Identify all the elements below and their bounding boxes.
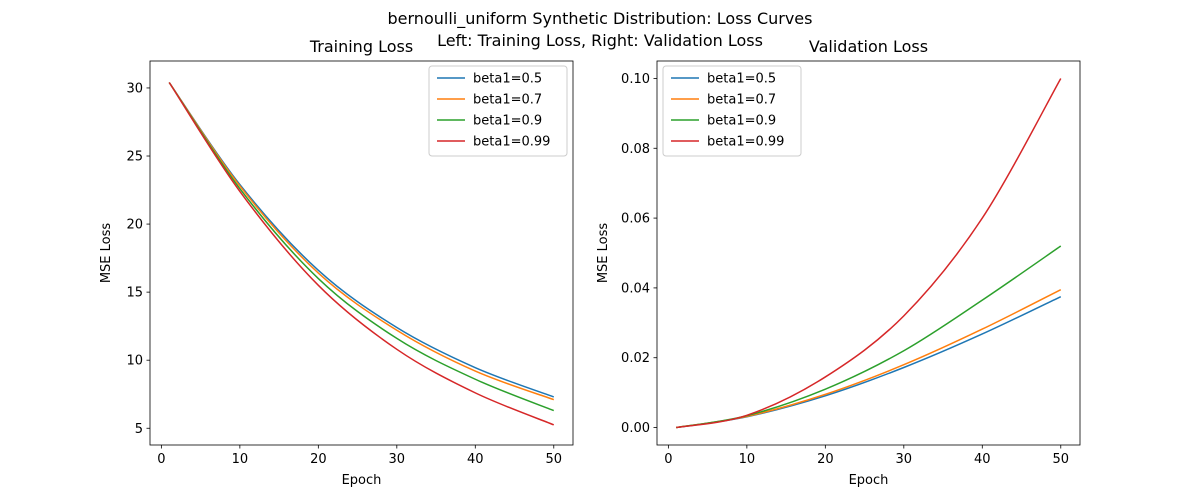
training-legend: beta1=0.5 beta1=0.7 beta1=0.9 beta1=0.99 bbox=[428, 65, 568, 157]
training-xtick-label: 50 bbox=[545, 452, 562, 467]
training-yaxis-label: MSE Loss bbox=[99, 223, 114, 284]
validation-ytick-label: 0.10 bbox=[621, 72, 650, 87]
figure-title: bernoulli_uniform Synthetic Distribution… bbox=[388, 9, 813, 29]
validation-axes-frame bbox=[656, 60, 1081, 446]
training-ytick-label: 25 bbox=[126, 150, 143, 165]
training-ytick-label: 10 bbox=[126, 354, 143, 369]
validation-xtick-label: 10 bbox=[739, 452, 756, 467]
training-xtick-label: 10 bbox=[232, 452, 249, 467]
validation-series-beta1-0-7 bbox=[676, 288, 1062, 429]
training-legend-label-beta1-0-7: beta1=0.7 bbox=[473, 93, 542, 108]
training-ytick-label: 30 bbox=[126, 81, 143, 96]
training-legend-label-beta1-0-5: beta1=0.5 bbox=[473, 72, 542, 87]
training-axes-frame bbox=[149, 60, 574, 446]
validation-series-beta1-0-99 bbox=[676, 78, 1062, 429]
training-xtick-label: 40 bbox=[467, 452, 484, 467]
validation-ytick-label: 0.08 bbox=[621, 142, 650, 157]
training-xtick-label: 30 bbox=[389, 452, 406, 467]
validation-xtick-label: 20 bbox=[817, 452, 834, 467]
training-xtick-label: 0 bbox=[157, 452, 165, 467]
validation-legend-label-beta1-0-9: beta1=0.9 bbox=[707, 114, 776, 129]
training-ytick-label: 20 bbox=[126, 218, 143, 233]
figure-subtitle: Left: Training Loss, Right: Validation L… bbox=[437, 31, 763, 50]
validation-legend-label-beta1-0-7: beta1=0.7 bbox=[707, 93, 776, 108]
training-series-beta1-0-7 bbox=[168, 82, 555, 401]
training-legend-label-beta1-0-9: beta1=0.9 bbox=[473, 114, 542, 129]
training-legend-box bbox=[428, 65, 568, 157]
validation-xtick-label: 50 bbox=[1052, 452, 1069, 467]
validation-legend-box bbox=[662, 65, 802, 157]
validation-xtick-label: 0 bbox=[664, 452, 672, 467]
validation-legend-label-beta1-0-99: beta1=0.99 bbox=[707, 135, 784, 150]
training-chart-title: Training Loss bbox=[309, 37, 413, 56]
training-series-beta1-0-9 bbox=[168, 82, 555, 412]
validation-series-beta1-0-9 bbox=[676, 245, 1062, 429]
training-series-group bbox=[168, 82, 555, 426]
training-ytick-label: 15 bbox=[126, 286, 143, 301]
training-xaxis-label: Epoch bbox=[342, 473, 382, 488]
validation-ytick-label: 0.04 bbox=[621, 281, 650, 296]
validation-yaxis-label: MSE Loss bbox=[596, 223, 611, 284]
training-legend-label-beta1-0-99: beta1=0.99 bbox=[473, 135, 550, 150]
validation-xtick-label: 30 bbox=[896, 452, 913, 467]
validation-series-beta1-0-5 bbox=[676, 295, 1062, 429]
validation-ytick-label: 0.00 bbox=[621, 421, 650, 436]
training-loss-axes: Training Loss 0 10 20 30 40 50 5 10 15 20 25 30 Epoch… bbox=[99, 37, 574, 488]
training-xtick-label: 20 bbox=[310, 452, 327, 467]
validation-ytick-label: 0.02 bbox=[621, 351, 650, 366]
training-series-beta1-0-99 bbox=[168, 82, 555, 426]
validation-loss-axes: Validation Loss 0 10 20 30 40 50 0.00 0.02 0.04 0.… bbox=[596, 37, 1081, 488]
validation-xtick-label: 40 bbox=[974, 452, 991, 467]
validation-legend: beta1=0.5 beta1=0.7 beta1=0.9 beta1=0.99 bbox=[662, 65, 802, 157]
validation-chart-title: Validation Loss bbox=[809, 37, 928, 56]
validation-series-group bbox=[676, 78, 1062, 429]
validation-legend-label-beta1-0-5: beta1=0.5 bbox=[707, 72, 776, 87]
training-ytick-label: 5 bbox=[135, 422, 143, 437]
validation-ytick-label: 0.06 bbox=[621, 212, 650, 227]
validation-xaxis-label: Epoch bbox=[849, 473, 889, 488]
